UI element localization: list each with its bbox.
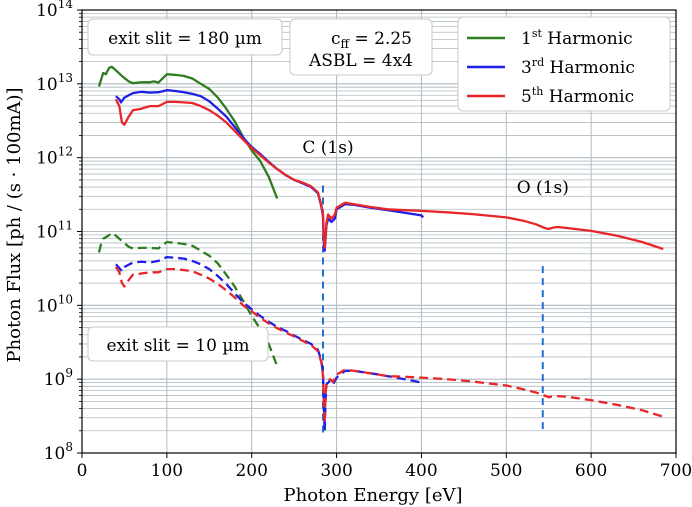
legend-5th-rest: Harmonic [543, 87, 634, 107]
x-tick-label: 300 [320, 461, 352, 481]
legend-5th-sup: th [532, 85, 544, 98]
legend-label-1st: 1st Harmonic [521, 27, 633, 49]
x-tick-label: 200 [235, 461, 267, 481]
exit-slit-10-box [87, 326, 269, 362]
cff-base: c [331, 29, 341, 49]
y-tick-label: 1012 [36, 145, 73, 169]
legend-1st-rest: Harmonic [542, 29, 633, 49]
legend-label-3rd: 3rd Harmonic [521, 56, 635, 78]
parameters-box [289, 18, 433, 76]
series-line [97, 65, 279, 199]
series-line [114, 266, 664, 425]
series-line [97, 231, 279, 367]
cff-value: = 2.25 [349, 29, 412, 49]
cff-label: cff = 2.25 [331, 29, 412, 51]
y-tick-label: 1011 [36, 219, 73, 243]
edge-label-o1s: O (1s) [517, 178, 569, 198]
y-axis-label: Photon Flux [ph / (s · 100mA)] [4, 87, 25, 362]
exit-slit-10-label: exit slit = 10 µm [106, 336, 249, 356]
y-axis-ticks: 108 109 1010 1011 1012 1013 1014 [36, 0, 82, 464]
edge-label-c1s: C (1s) [302, 138, 353, 158]
y-tick-label: 109 [44, 366, 73, 390]
x-tick-label: 100 [151, 461, 183, 481]
cff-subscript: ff [341, 37, 351, 51]
legend-3rd-rest: Harmonic [544, 58, 635, 78]
legend-1st-sup: st [532, 27, 543, 40]
legend-5th-base: 5 [521, 87, 532, 107]
x-tick-label: 500 [490, 461, 522, 481]
y-tick-label: 108 [44, 440, 73, 464]
asbl-label: ASBL = 4x4 [308, 51, 413, 71]
legend-1st-base: 1 [521, 29, 532, 49]
y-tick-label: 1010 [36, 292, 73, 316]
y-tick-label: 1013 [36, 71, 73, 95]
x-tick-label: 700 [660, 461, 692, 481]
x-tick-label: 600 [575, 461, 607, 481]
x-tick-label: 400 [405, 461, 437, 481]
y-tick-label: 1014 [36, 0, 73, 21]
legend-label-5th: 5th Harmonic [521, 85, 634, 107]
legend-3rd-sup: rd [532, 56, 544, 69]
exit-slit-180-box [87, 18, 283, 56]
data-series [97, 65, 664, 432]
exit-slit-180-label: exit slit = 180 µm [108, 29, 262, 49]
x-tick-label: 0 [77, 461, 88, 481]
legend-box [457, 16, 671, 112]
x-axis-ticks: 0 100 200 300 400 500 600 700 [77, 453, 692, 481]
legend: 1st Harmonic 3rd Harmonic 5th Harmonic [457, 16, 671, 112]
legend-3rd-base: 3 [521, 58, 532, 78]
series-line [115, 255, 424, 432]
series-line [114, 98, 664, 251]
x-axis-label: Photon Energy [eV] [283, 485, 462, 506]
